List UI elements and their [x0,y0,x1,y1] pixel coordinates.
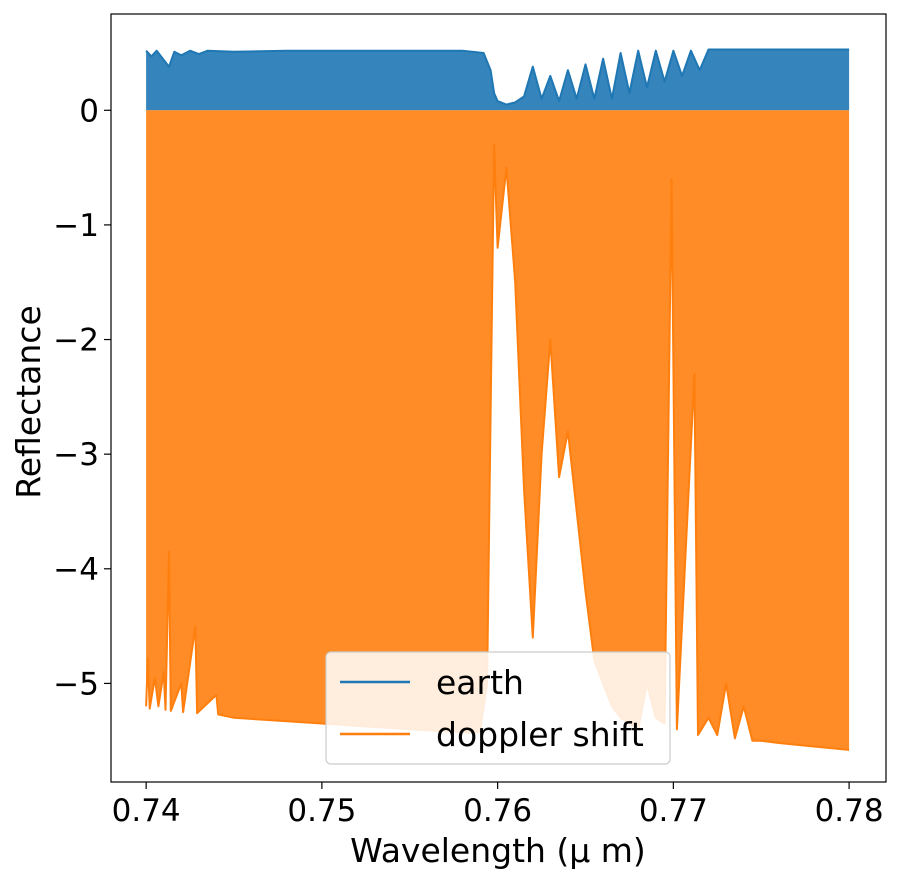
y-axis-label: Reflectance [9,305,48,499]
y-axis-ticks: 0 −1 −2 −3 −4 −5 [53,93,111,702]
plot-frame [110,13,887,783]
line-earth [145,48,850,106]
legend: earth doppler shift [325,651,671,765]
y-tick-label: −1 [53,208,99,244]
area-earth [146,49,850,111]
y-tick-label: −4 [53,552,99,588]
legend-label-doppler-shift: doppler shift [436,715,644,754]
x-tick-label: 0.74 [112,793,181,829]
y-tick-label: −5 [53,666,99,702]
x-axis-ticks: 0.74 0.75 0.76 0.77 0.78 [112,782,884,829]
x-axis-label: Wavelength (μ m) [350,831,646,870]
y-tick-label: −3 [53,437,99,473]
legend-box [325,651,671,765]
x-tick-label: 0.78 [815,793,884,829]
y-tick-label: 0 [79,93,99,129]
x-tick-label: 0.76 [463,793,532,829]
series-doppler-shift [145,110,850,751]
series-earth [145,48,850,111]
x-tick-label: 0.75 [287,793,356,829]
x-tick-label: 0.77 [639,793,708,829]
y-tick-label: −2 [53,323,99,359]
legend-label-earth: earth [436,663,524,702]
line-doppler-shift [145,143,850,751]
